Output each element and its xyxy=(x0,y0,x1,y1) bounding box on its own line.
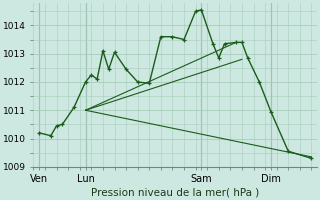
X-axis label: Pression niveau de la mer( hPa ): Pression niveau de la mer( hPa ) xyxy=(91,187,260,197)
